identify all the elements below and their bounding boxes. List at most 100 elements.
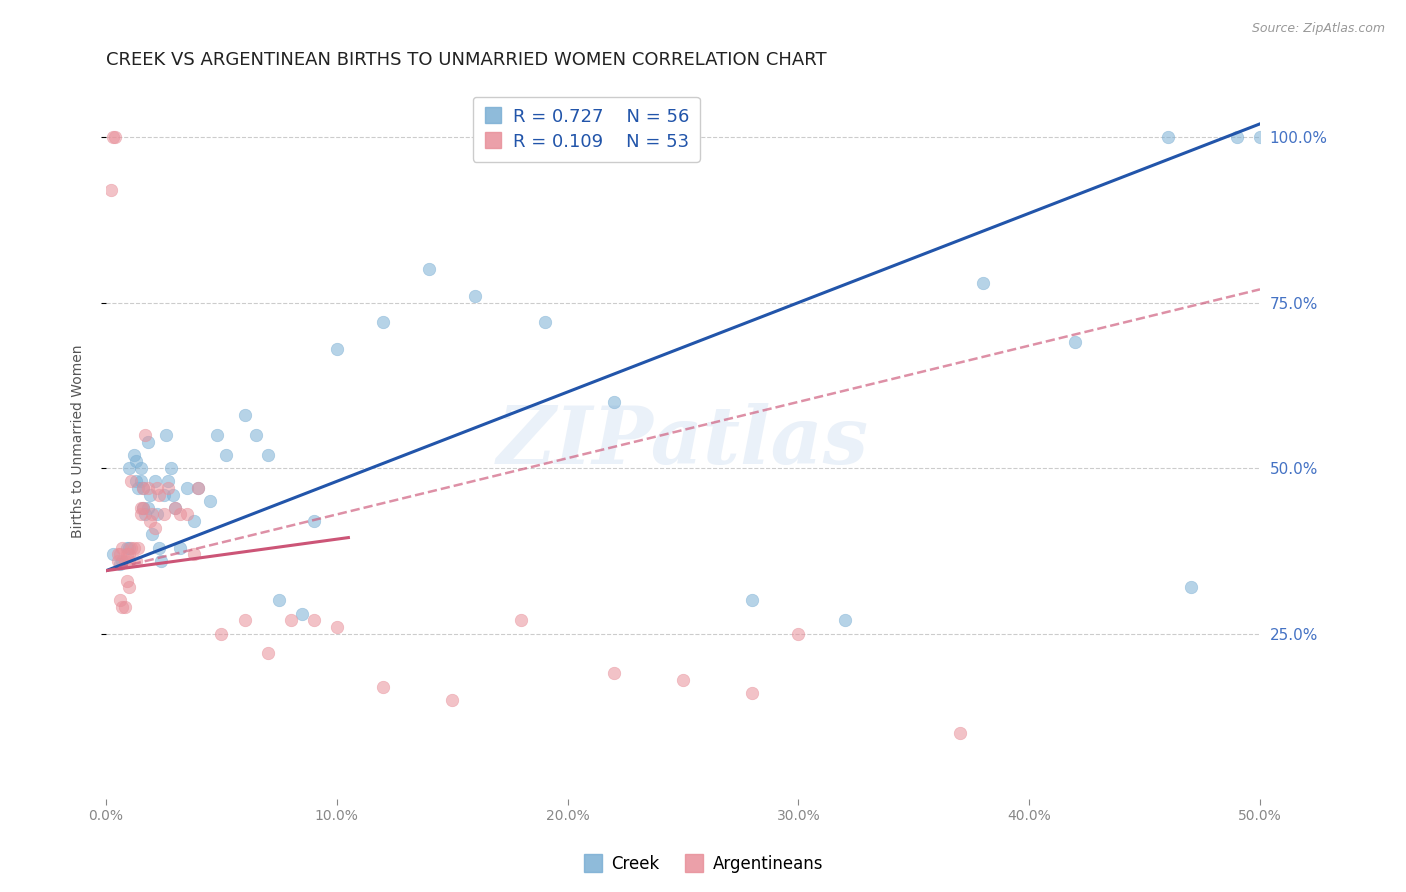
Point	[233, 613, 256, 627]
Point	[165, 500, 187, 515]
Point	[143, 475, 166, 489]
Point	[183, 547, 205, 561]
Point	[603, 666, 626, 681]
Point	[256, 647, 278, 661]
Point	[104, 130, 127, 145]
Point	[326, 620, 349, 634]
Legend: Creek, Argentineans: Creek, Argentineans	[576, 848, 830, 880]
Point	[1157, 130, 1180, 145]
Point	[108, 557, 131, 571]
Point	[132, 481, 155, 495]
Point	[211, 626, 233, 640]
Point	[111, 600, 134, 615]
Point	[165, 500, 187, 515]
Point	[155, 428, 177, 442]
Point	[741, 593, 763, 607]
Point	[107, 554, 129, 568]
Point	[132, 500, 155, 515]
Point	[1226, 130, 1249, 145]
Point	[972, 276, 994, 290]
Point	[136, 434, 159, 449]
Point	[129, 475, 152, 489]
Point	[150, 554, 173, 568]
Point	[183, 514, 205, 528]
Point	[1064, 335, 1087, 350]
Point	[198, 494, 221, 508]
Point	[672, 673, 695, 687]
Point	[136, 481, 159, 495]
Legend: R = 0.727    N = 56, R = 0.109    N = 53: R = 0.727 N = 56, R = 0.109 N = 53	[472, 96, 700, 161]
Point	[291, 607, 314, 621]
Point	[533, 315, 555, 329]
Point	[118, 541, 141, 555]
Point	[441, 692, 464, 706]
Point	[129, 500, 152, 515]
Point	[125, 475, 148, 489]
Point	[108, 547, 131, 561]
Point	[100, 183, 122, 197]
Point	[326, 342, 349, 356]
Point	[302, 613, 325, 627]
Point	[115, 547, 138, 561]
Point	[134, 508, 156, 522]
Point	[169, 508, 191, 522]
Point	[146, 508, 169, 522]
Point	[233, 408, 256, 422]
Point	[302, 514, 325, 528]
Point	[111, 541, 134, 555]
Point	[122, 448, 145, 462]
Point	[115, 541, 138, 555]
Point	[159, 461, 181, 475]
Point	[120, 475, 142, 489]
Point	[129, 508, 152, 522]
Point	[205, 428, 228, 442]
Text: Source: ZipAtlas.com: Source: ZipAtlas.com	[1251, 22, 1385, 36]
Point	[114, 600, 136, 615]
Point	[139, 487, 162, 501]
Point	[187, 481, 209, 495]
Point	[132, 500, 155, 515]
Point	[139, 514, 162, 528]
Point	[148, 541, 170, 555]
Point	[141, 508, 163, 522]
Point	[127, 541, 149, 555]
Point	[101, 130, 124, 145]
Point	[136, 500, 159, 515]
Point	[510, 613, 533, 627]
Point	[118, 554, 141, 568]
Point	[157, 481, 180, 495]
Point	[125, 454, 148, 468]
Point	[169, 541, 191, 555]
Point	[108, 593, 131, 607]
Point	[787, 626, 810, 640]
Point	[371, 315, 394, 329]
Point	[418, 262, 440, 277]
Point	[157, 475, 180, 489]
Point	[371, 680, 394, 694]
Text: CREEK VS ARGENTINEAN BIRTHS TO UNMARRIED WOMEN CORRELATION CHART: CREEK VS ARGENTINEAN BIRTHS TO UNMARRIED…	[105, 51, 827, 69]
Point	[162, 487, 184, 501]
Point	[834, 613, 856, 627]
Point	[187, 481, 209, 495]
Point	[143, 521, 166, 535]
Point	[152, 487, 174, 501]
Point	[245, 428, 267, 442]
Point	[129, 461, 152, 475]
Point	[741, 686, 763, 700]
Point	[120, 541, 142, 555]
Point	[127, 481, 149, 495]
Point	[114, 554, 136, 568]
Point	[176, 481, 198, 495]
Point	[176, 508, 198, 522]
Point	[125, 554, 148, 568]
Point	[111, 554, 134, 568]
Point	[115, 574, 138, 588]
Point	[141, 527, 163, 541]
Point	[464, 289, 486, 303]
Point	[122, 541, 145, 555]
Point	[148, 487, 170, 501]
Point	[256, 448, 278, 462]
Point	[118, 461, 141, 475]
Y-axis label: Births to Unmarried Women: Births to Unmarried Women	[72, 345, 86, 539]
Point	[132, 481, 155, 495]
